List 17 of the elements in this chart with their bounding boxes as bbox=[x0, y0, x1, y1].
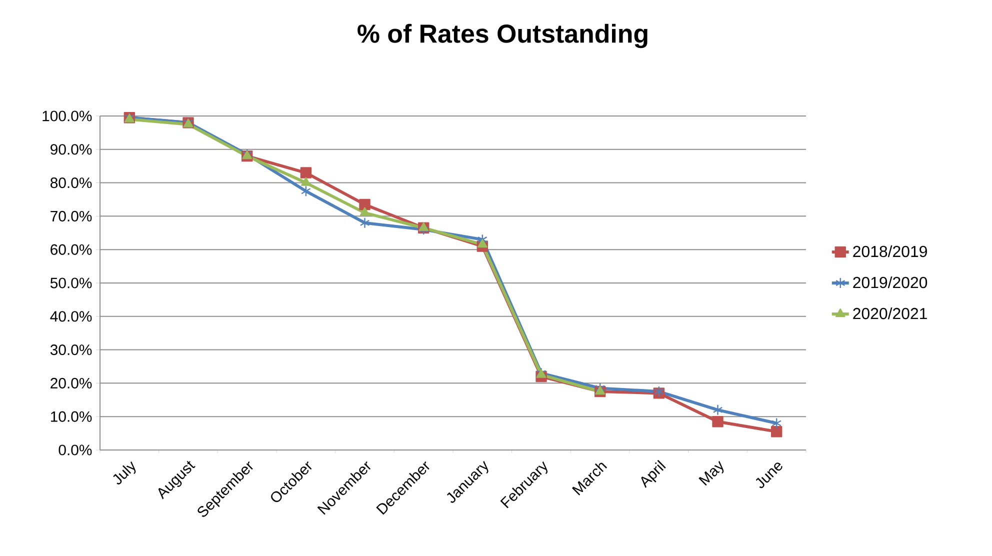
legend-label: 2018/2019 bbox=[853, 245, 927, 258]
y-tick-label: 30.0% bbox=[50, 344, 92, 356]
y-tick-label: 20.0% bbox=[50, 378, 92, 388]
x-tick-label: July bbox=[113, 461, 136, 484]
chart-title: % of Rates Outstanding bbox=[358, 24, 648, 48]
y-tick-label: 40.0% bbox=[50, 311, 92, 322]
legend-label: 2019/2020 bbox=[853, 276, 928, 288]
y-tick-label: 100.0% bbox=[42, 110, 92, 122]
y-tick-label: 0.0% bbox=[58, 444, 92, 456]
x-tick-label: May bbox=[698, 460, 724, 486]
legend-label: 2020/2021 bbox=[853, 307, 927, 320]
y-tick-label: 60.0% bbox=[50, 244, 92, 255]
y-tick-label: 70.0% bbox=[50, 210, 92, 222]
y-tick-label: 90.0% bbox=[50, 144, 92, 155]
y-tick-label: 50.0% bbox=[50, 278, 92, 288]
y-tick-label: 80.0% bbox=[50, 177, 92, 188]
y-tick-label: 10.0% bbox=[51, 411, 92, 422]
